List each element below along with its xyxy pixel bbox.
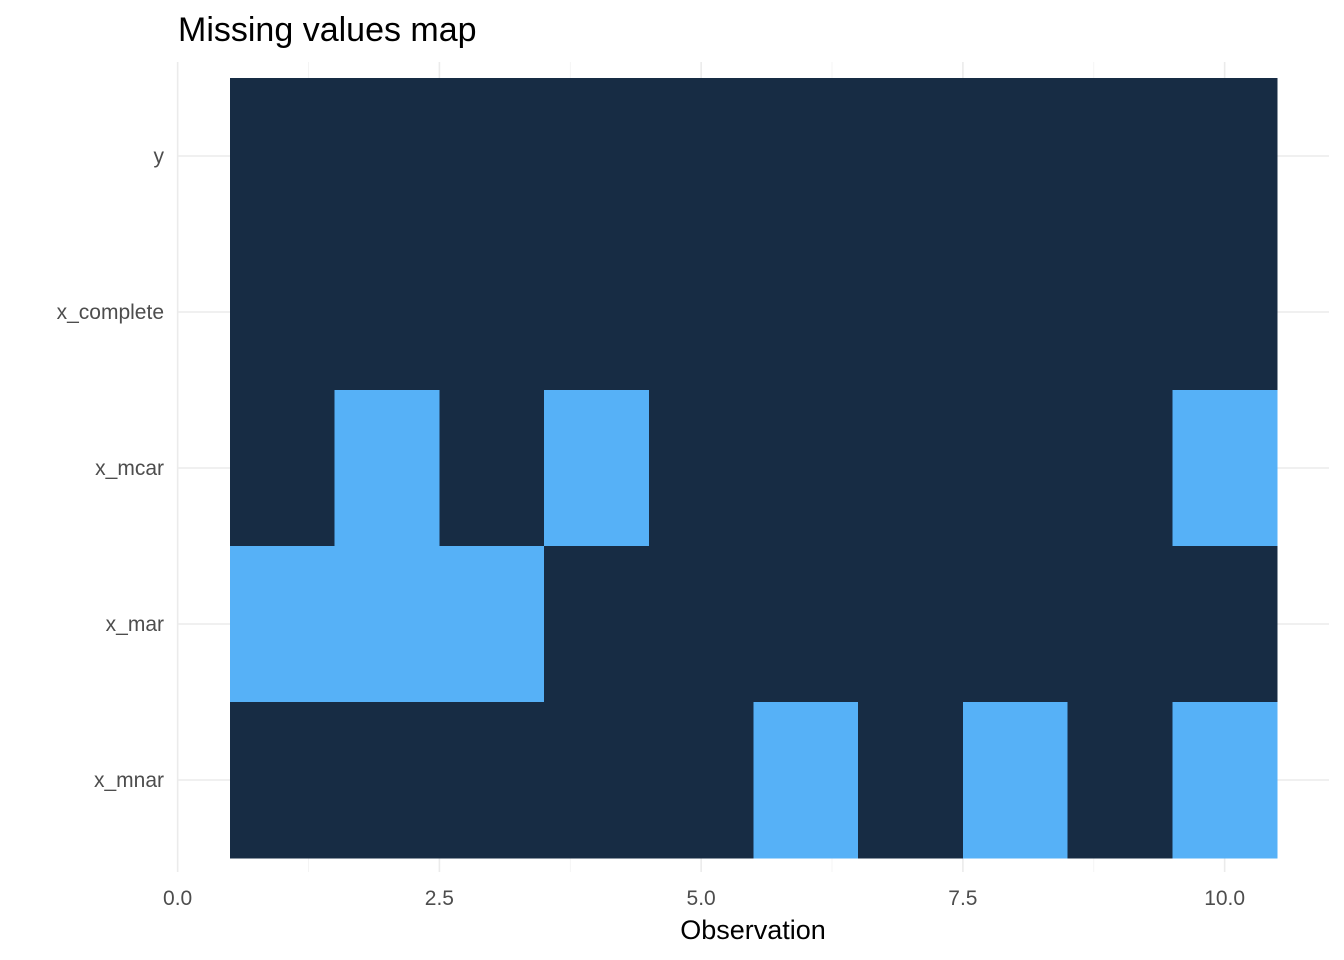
x-tick-label: 2.5: [425, 887, 454, 910]
heatmap-cell-present: [753, 546, 859, 703]
heatmap-cell-missing: [334, 390, 440, 547]
heatmap-cells: [230, 78, 1278, 859]
heatmap-cell-present: [544, 546, 650, 703]
heatmap-cell-present: [753, 78, 859, 235]
y-axis-ticks: y x_complete x_mcar x_mar x_mnar: [57, 145, 165, 792]
heatmap-cell-present: [648, 702, 755, 859]
heatmap-cell-present: [858, 702, 964, 859]
heatmap-cell-present: [1067, 234, 1173, 391]
heatmap-cell-present: [1067, 78, 1173, 235]
x-axis-ticks: 0.0 2.5 5.0 7.5 10.0: [163, 887, 1245, 910]
heatmap-cell-present: [544, 234, 650, 391]
heatmap-cell-present: [962, 78, 1069, 235]
heatmap-cell-present: [230, 234, 336, 391]
heatmap-cell-present: [1067, 390, 1173, 547]
heatmap-cell-present: [1172, 78, 1278, 235]
heatmap-cell-missing: [544, 390, 650, 547]
heatmap-cell-present: [1172, 546, 1278, 703]
heatmap-cell-present: [544, 702, 650, 859]
heatmap-cell-present: [439, 390, 545, 547]
heatmap-cell-missing: [1172, 390, 1278, 547]
heatmap-cell-missing: [753, 702, 859, 859]
heatmap-cell-present: [648, 546, 755, 703]
heatmap-cell-present: [439, 234, 545, 391]
chart-title: Missing values map: [178, 11, 477, 49]
heatmap-cell-present: [334, 78, 440, 235]
heatmap-cell-missing: [334, 546, 440, 703]
heatmap-cell-missing: [1172, 702, 1278, 859]
heatmap-cell-present: [962, 390, 1069, 547]
heatmap-cell-present: [648, 78, 755, 235]
heatmap-cell-present: [544, 78, 650, 235]
heatmap-cell-present: [439, 702, 545, 859]
y-tick-label: x_complete: [57, 301, 164, 324]
x-axis-title: Observation: [680, 915, 826, 945]
heatmap-cell-present: [334, 234, 440, 391]
heatmap-cell-present: [858, 234, 964, 391]
heatmap-cell-present: [858, 78, 964, 235]
heatmap-cell-present: [962, 546, 1069, 703]
heatmap-cell-present: [1067, 546, 1173, 703]
heatmap-cell-present: [230, 702, 336, 859]
heatmap-cell-missing: [962, 702, 1069, 859]
x-tick-label: 10.0: [1204, 887, 1245, 910]
heatmap-cell-present: [648, 234, 755, 391]
heatmap-cell-present: [1067, 702, 1173, 859]
x-tick-label: 7.5: [948, 887, 977, 910]
heatmap-cell-present: [230, 78, 336, 235]
heatmap-cell-present: [439, 78, 545, 235]
y-tick-label: x_mar: [106, 613, 164, 636]
heatmap-cell-present: [858, 390, 964, 547]
heatmap-cell-present: [753, 390, 859, 547]
heatmap-cell-present: [648, 390, 755, 547]
y-tick-label: x_mcar: [95, 457, 164, 480]
heatmap-cell-missing: [439, 546, 545, 703]
heatmap-cell-present: [858, 546, 964, 703]
heatmap-cell-present: [230, 390, 336, 547]
heatmap-cell-present: [753, 234, 859, 391]
y-tick-label: x_mnar: [94, 769, 164, 792]
heatmap-cell-present: [334, 702, 440, 859]
heatmap-cell-missing: [230, 546, 336, 703]
x-tick-label: 5.0: [687, 887, 716, 910]
y-tick-label: y: [154, 145, 165, 168]
heatmap-cell-present: [1172, 234, 1278, 391]
heatmap-cell-present: [962, 234, 1069, 391]
x-tick-label: 0.0: [163, 887, 192, 910]
